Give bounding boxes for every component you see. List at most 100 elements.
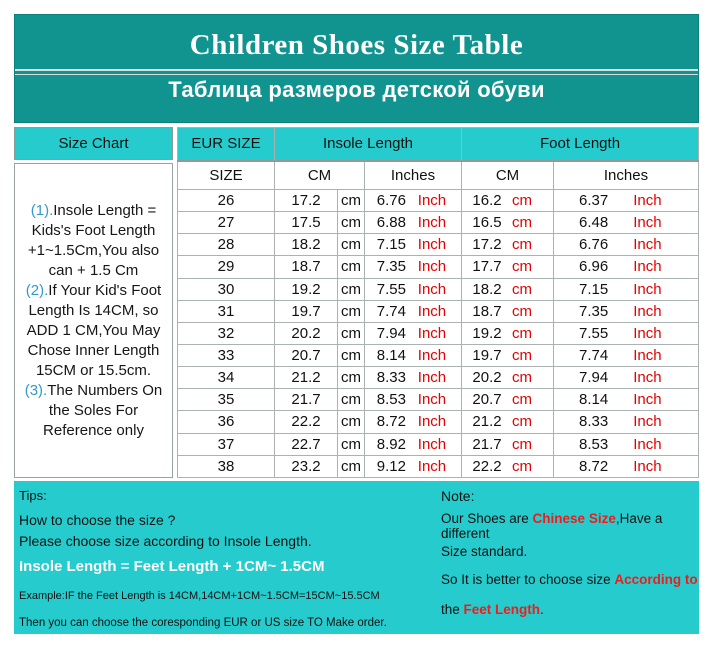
size-chart-header: Size Chart: [14, 127, 173, 160]
insole-cm-unit: cm: [337, 277, 365, 301]
eur-size-header: EUR SIZE: [177, 127, 275, 162]
plain-text: ,Have a different: [441, 511, 663, 541]
page-subtitle-russian: Таблица размеров детской обуви: [168, 77, 545, 102]
foot-cm-value: 21.7: [472, 435, 502, 453]
size-row: 27 17.5 cm 6.88 Inch 16.5 cm 6.48 Inch: [177, 211, 699, 235]
insole-cm-value: 19.2: [274, 277, 338, 301]
insole-inch-value: 7.94: [376, 324, 406, 342]
foot-cm-cell: 17.7 cm: [461, 255, 554, 279]
foot-cm-cell: 19.2 cm: [461, 321, 554, 345]
size-row: 35 21.7 cm 8.53 Inch 20.7 cm 8.14 Inch: [177, 388, 699, 412]
insole-inch-cell: 7.74 Inch: [364, 299, 462, 323]
foot-inch-value: 7.35: [578, 302, 609, 320]
insole-cm-value: 22.7: [274, 432, 338, 456]
tips-section: Tips: How to choose the size ? Please ch…: [19, 486, 432, 634]
insole-inch-unit: Inch: [417, 457, 447, 475]
foot-cm-unit: cm: [512, 435, 533, 453]
insole-inch-unit: Inch: [417, 347, 447, 365]
plain-text: So It is better to choose size: [441, 572, 615, 587]
insole-inch-cell: 8.92 Inch: [364, 432, 462, 456]
insole-inch-cell: 9.12 Inch: [364, 454, 462, 479]
insole-inch-cell: 7.15 Inch: [364, 233, 462, 257]
foot-inch-cell: 6.76 Inch: [553, 233, 699, 257]
header-banner: Children Shoes Size Table Таблица размер…: [14, 14, 699, 123]
foot-cm-cell: 21.2 cm: [461, 410, 554, 434]
page-container: Children Shoes Size Table Таблица размер…: [14, 14, 699, 634]
insole-inch-cell: 7.35 Inch: [364, 255, 462, 279]
insole-inch-cell: 8.72 Inch: [364, 410, 462, 434]
note-title: Note:: [441, 488, 475, 504]
foot-cm-value: 20.7: [472, 391, 502, 409]
foot-cm-unit: cm: [512, 214, 533, 232]
insole-inch-cell: 7.94 Inch: [364, 321, 462, 345]
insole-cm-value: 17.2: [274, 188, 338, 213]
foot-inch-unit: Inch: [633, 302, 662, 320]
highlighted-text: Feet Length: [463, 602, 541, 617]
foot-cm-cell: 20.7 cm: [461, 388, 554, 412]
foot-cm-value: 20.2: [472, 369, 502, 387]
foot-inch-value: 7.94: [578, 369, 609, 387]
foot-inch-unit: Inch: [633, 435, 662, 453]
size-row: 34 21.2 cm 8.33 Inch 20.2 cm 7.94 Inch: [177, 366, 699, 390]
foot-inch-cell: 7.55 Inch: [553, 321, 699, 345]
foot-inch-cell: 7.35 Inch: [553, 299, 699, 323]
insole-cm-unit: cm: [337, 321, 365, 345]
insole-cm-unit: cm: [337, 211, 365, 235]
size-chart-column: Size Chart (1).Insole Length = Kids's Fo…: [14, 127, 173, 478]
sizing-note-item: (3).The Numbers On the Soles For Referen…: [24, 381, 163, 439]
insole-cm-value: 21.2: [274, 366, 338, 390]
insole-inch-cell: 8.33 Inch: [364, 366, 462, 390]
foot-inch-cell: 6.96 Inch: [553, 255, 699, 279]
foot-cm-cell: 18.7 cm: [461, 299, 554, 323]
plain-text: Size standard.: [441, 544, 528, 559]
foot-inch-cell: 7.74 Inch: [553, 343, 699, 368]
foot-inch-value: 8.53: [578, 435, 609, 453]
unit-header-row: SIZE CM Inches CM Inches: [177, 160, 699, 190]
foot-cm-value: 18.7: [472, 302, 502, 320]
foot-cm-unit: cm: [512, 258, 533, 276]
eur-size-value: 30: [177, 277, 275, 301]
size-table: EUR SIZE Insole Length Foot Length SIZE …: [177, 127, 699, 479]
eur-size-value: 37: [177, 432, 275, 456]
foot-cm-subheader: CM: [461, 160, 554, 190]
insole-inch-cell: 6.88 Inch: [364, 211, 462, 235]
tips-question: How to choose the size ?: [19, 512, 176, 528]
foot-cm-value: 19.2: [472, 324, 502, 342]
foot-inch-value: 6.37: [578, 192, 609, 210]
foot-cm-unit: cm: [512, 280, 533, 298]
note-section: Note: Our Shoes are Chinese Size,Have a …: [432, 486, 699, 634]
insole-length-header: Insole Length: [274, 127, 462, 162]
eur-size-value: 38: [177, 454, 275, 479]
insole-inch-value: 8.33: [376, 369, 406, 387]
foot-cm-value: 21.2: [472, 413, 502, 431]
insole-inch-unit: Inch: [417, 258, 447, 276]
insole-cm-value: 18.2: [274, 233, 338, 257]
insole-inch-unit: Inch: [417, 236, 447, 254]
foot-cm-cell: 18.2 cm: [461, 277, 554, 301]
foot-inch-cell: 8.72 Inch: [553, 454, 699, 479]
note-line: Our Shoes are Chinese Size,Have a differ…: [441, 511, 699, 541]
foot-length-header: Foot Length: [461, 127, 699, 162]
eur-size-value: 36: [177, 410, 275, 434]
foot-cm-value: 17.7: [472, 258, 502, 276]
plain-text: .: [540, 602, 544, 617]
size-row: 36 22.2 cm 8.72 Inch 21.2 cm 8.33 Inch: [177, 410, 699, 434]
foot-cm-unit: cm: [512, 236, 533, 254]
tips-title: Tips:: [19, 488, 47, 503]
insole-cm-value: 18.7: [274, 255, 338, 279]
foot-inches-subheader: Inches: [553, 160, 699, 190]
insole-cm-value: 23.2: [274, 454, 338, 479]
size-row: 31 19.7 cm 7.74 Inch 18.7 cm 7.35 Inch: [177, 299, 699, 323]
foot-inch-unit: Inch: [633, 236, 662, 254]
foot-cm-value: 22.2: [472, 457, 502, 475]
foot-cm-cell: 22.2 cm: [461, 454, 554, 479]
insole-cm-unit: cm: [337, 299, 365, 323]
foot-cm-unit: cm: [512, 324, 533, 342]
note-number: (2).: [25, 281, 49, 299]
foot-inch-unit: Inch: [633, 391, 662, 409]
foot-inch-cell: 8.14 Inch: [553, 388, 699, 412]
sizing-note-item: (1).Insole Length = Kids's Foot Length +…: [27, 201, 160, 279]
insole-inch-unit: Inch: [417, 280, 447, 298]
insole-cm-value: 19.7: [274, 299, 338, 323]
foot-inch-value: 8.14: [578, 391, 609, 409]
